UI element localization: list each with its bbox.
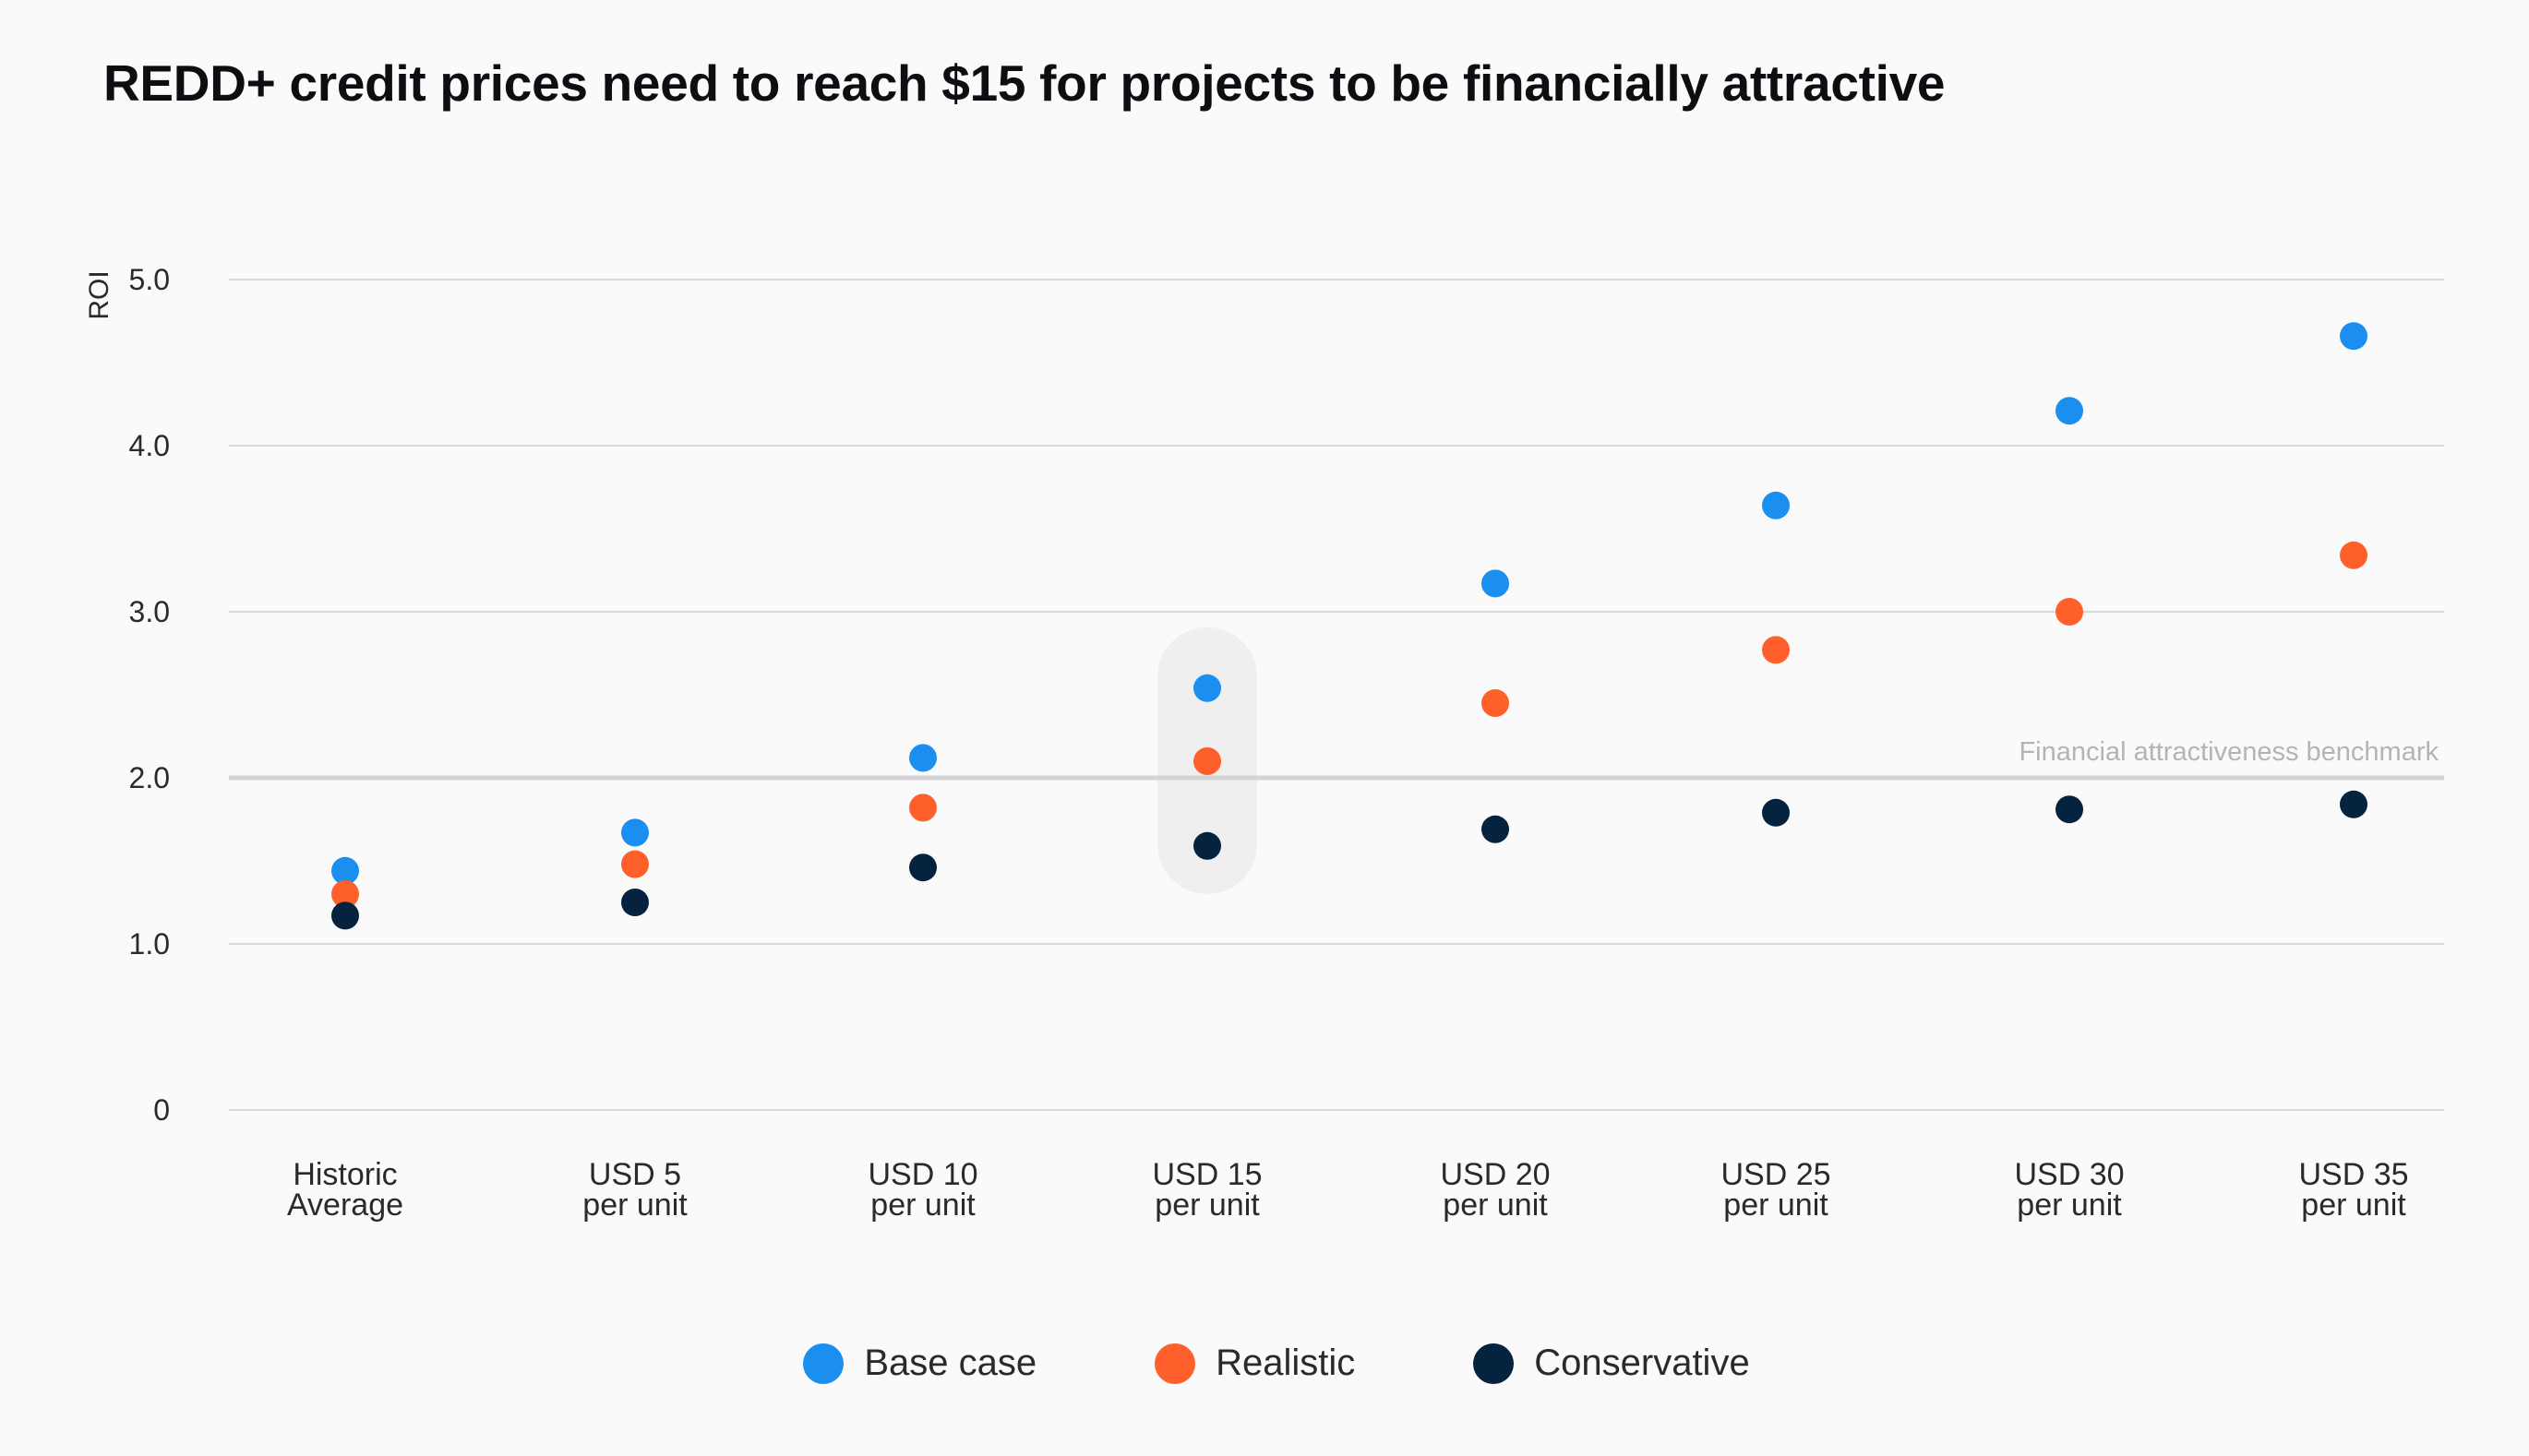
x-tick-label: USD 5 bbox=[589, 1157, 681, 1192]
data-point-base-case bbox=[1762, 491, 1790, 519]
data-point-conservative bbox=[1481, 815, 1509, 843]
data-point-realistic bbox=[621, 850, 649, 878]
legend-swatch bbox=[1155, 1343, 1196, 1384]
x-tick-label: USD 25 bbox=[1720, 1157, 1830, 1192]
data-point-conservative bbox=[1193, 831, 1221, 860]
legend-label: Realistic bbox=[1216, 1343, 1356, 1383]
x-tick-label: per unit bbox=[1155, 1187, 1260, 1223]
x-tick-label: USD 30 bbox=[2014, 1157, 2124, 1192]
x-tick-label: per unit bbox=[1723, 1187, 1828, 1223]
data-point-conservative bbox=[2340, 790, 2367, 818]
chart-legend: Base case Realistic Conservative bbox=[0, 1343, 2529, 1384]
x-tick-label: USD 35 bbox=[2298, 1157, 2408, 1192]
legend-swatch bbox=[803, 1343, 845, 1384]
data-point-realistic bbox=[1193, 747, 1221, 775]
data-point-base-case bbox=[1193, 674, 1221, 702]
data-point-realistic bbox=[2056, 598, 2083, 626]
data-point-base-case bbox=[1481, 569, 1509, 598]
data-point-conservative bbox=[909, 853, 937, 882]
x-tick-label: per unit bbox=[2017, 1187, 2122, 1223]
data-point-conservative bbox=[331, 901, 359, 930]
data-point-base-case bbox=[909, 744, 937, 772]
legend-label: Conservative bbox=[1534, 1343, 1750, 1383]
data-point-base-case bbox=[621, 818, 649, 847]
legend-swatch bbox=[1473, 1343, 1515, 1384]
data-point-conservative bbox=[1762, 798, 1790, 827]
y-tick-label: 1.0 bbox=[129, 927, 170, 961]
data-point-conservative bbox=[621, 889, 649, 916]
x-tick-label: Historic bbox=[293, 1157, 397, 1192]
y-tick-label: 3.0 bbox=[129, 595, 170, 628]
data-point-base-case bbox=[2056, 397, 2083, 425]
data-point-realistic bbox=[1481, 689, 1509, 717]
data-point-realistic bbox=[2340, 541, 2367, 569]
legend-item-base-case: Base case bbox=[803, 1343, 1037, 1384]
legend-item-realistic: Realistic bbox=[1155, 1343, 1355, 1384]
legend-item-conservative: Conservative bbox=[1473, 1343, 1750, 1384]
y-tick-label: 5.0 bbox=[129, 263, 170, 296]
x-tick-label: per unit bbox=[2301, 1187, 2406, 1223]
data-point-realistic bbox=[909, 794, 937, 822]
data-point-realistic bbox=[1762, 636, 1790, 664]
data-point-base-case bbox=[2340, 322, 2367, 351]
x-tick-label: per unit bbox=[870, 1187, 976, 1223]
x-tick-label: per unit bbox=[582, 1187, 688, 1223]
data-point-conservative bbox=[2056, 795, 2083, 824]
x-tick-label: USD 20 bbox=[1440, 1157, 1550, 1192]
x-tick-label: per unit bbox=[1443, 1187, 1548, 1223]
y-tick-label: 0 bbox=[153, 1093, 170, 1127]
benchmark-label: Financial attractiveness benchmark bbox=[2019, 737, 2439, 767]
y-tick-label: 2.0 bbox=[129, 761, 170, 794]
x-tick-label: USD 15 bbox=[1152, 1157, 1262, 1192]
x-tick-label: Average bbox=[287, 1187, 403, 1223]
x-tick-label: USD 10 bbox=[868, 1157, 977, 1192]
data-point-base-case bbox=[331, 856, 359, 885]
y-axis-label: ROI bbox=[84, 270, 114, 319]
y-tick-label: 4.0 bbox=[129, 429, 170, 462]
data-point-realistic bbox=[331, 880, 359, 908]
chart-title: REDD+ credit prices need to reach $15 fo… bbox=[103, 54, 1946, 112]
legend-label: Base case bbox=[864, 1343, 1037, 1383]
